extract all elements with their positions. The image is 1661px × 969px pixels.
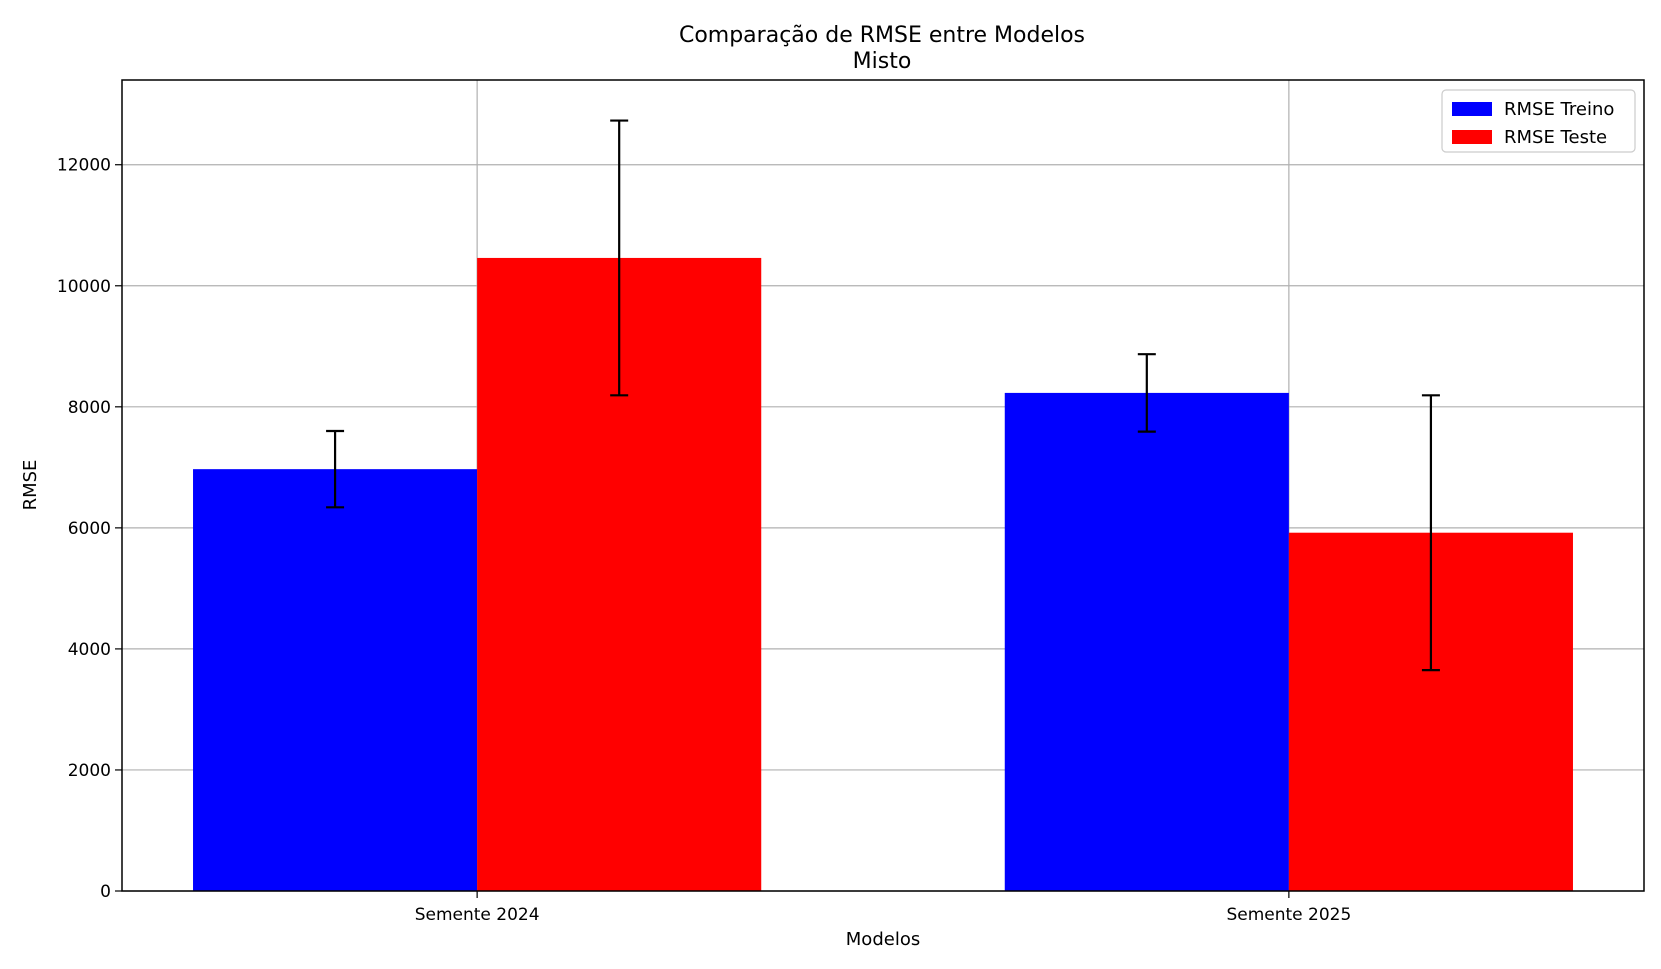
legend-label: RMSE Treino — [1504, 99, 1614, 120]
x-axis-ticks: Semente 2024 Semente 2025 — [415, 891, 1351, 925]
bar-treino — [1004, 392, 1289, 891]
legend-swatch — [1452, 102, 1492, 116]
chart-title: Comparação de RMSE entre Modelos — [679, 23, 1085, 48]
y-tick-label: 8000 — [68, 398, 111, 418]
chart-subtitle: Misto — [853, 49, 912, 74]
x-tick-label: Semente 2025 — [1226, 905, 1351, 925]
plot-frame — [121, 79, 1645, 892]
legend: RMSE Treino RMSE Teste — [1441, 89, 1636, 153]
legend-swatch — [1452, 130, 1492, 144]
x-tick-label: Semente 2024 — [415, 905, 540, 925]
y-tick-label: 4000 — [68, 640, 111, 660]
y-tick-label: 2000 — [68, 761, 111, 781]
y-axis-label: RMSE — [20, 460, 41, 511]
y-axis-ticks: 0 2000 4000 6000 8000 10000 12000 — [57, 156, 122, 902]
y-tick-label: 10000 — [57, 277, 111, 297]
bars — [193, 257, 1573, 892]
y-tick-label: 6000 — [68, 519, 111, 539]
y-tick-label: 12000 — [57, 156, 111, 176]
legend-label: RMSE Teste — [1504, 127, 1607, 148]
y-tick-label: 0 — [100, 882, 111, 902]
x-axis-label: Modelos — [846, 929, 920, 950]
error-bars — [326, 119, 1440, 672]
bar-treino — [193, 469, 478, 891]
